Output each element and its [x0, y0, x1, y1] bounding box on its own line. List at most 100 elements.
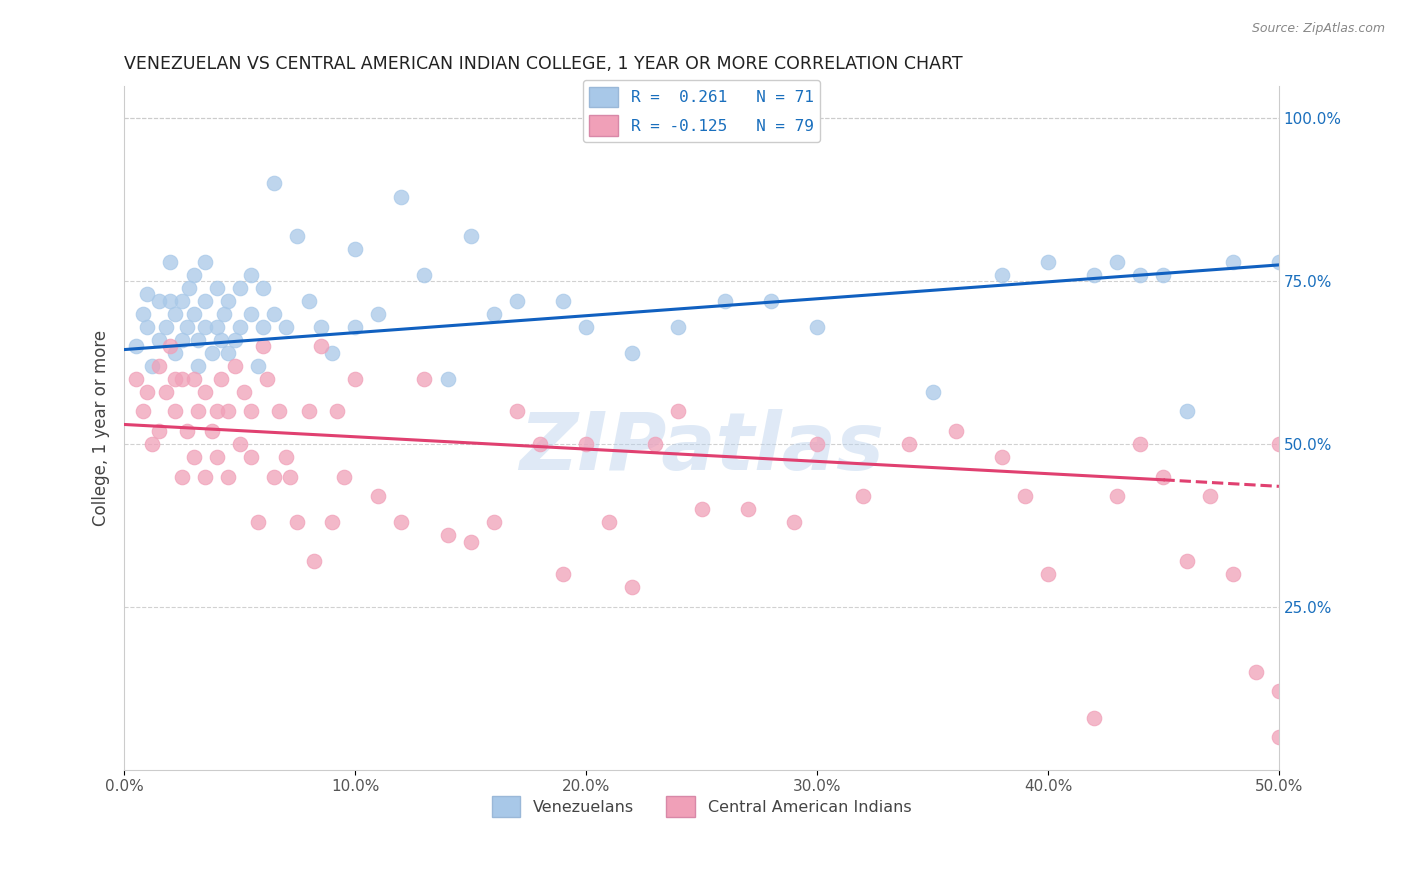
Point [136, 384, 159, 399]
Point [187, 404, 209, 418]
Point [148, 333, 170, 347]
Text: ZIPatlas: ZIPatlas [519, 409, 884, 487]
Point [1083, 710, 1105, 724]
Point [1175, 554, 1198, 568]
Point [668, 319, 690, 334]
Point [205, 404, 228, 418]
Point [482, 515, 505, 529]
Point [183, 268, 205, 282]
Point [205, 319, 228, 334]
Point [194, 384, 217, 399]
Legend: Venezuelans, Central American Indians: Venezuelans, Central American Indians [485, 790, 918, 823]
Point [224, 359, 246, 373]
Point [183, 307, 205, 321]
Point [240, 450, 263, 464]
Point [274, 450, 297, 464]
Point [125, 339, 148, 353]
Point [389, 515, 412, 529]
Point [1268, 684, 1291, 698]
Point [945, 424, 967, 438]
Point [252, 281, 274, 295]
Point [1129, 268, 1152, 282]
Point [217, 404, 239, 418]
Point [991, 450, 1014, 464]
Point [263, 177, 285, 191]
Point [621, 580, 644, 594]
Point [1129, 437, 1152, 451]
Point [309, 319, 332, 334]
Point [389, 189, 412, 203]
Point [163, 372, 186, 386]
Point [367, 307, 389, 321]
Point [298, 404, 321, 418]
Point [783, 515, 806, 529]
Point [194, 469, 217, 483]
Point [852, 489, 875, 503]
Point [263, 469, 285, 483]
Point [176, 424, 198, 438]
Point [690, 502, 713, 516]
Point [806, 319, 828, 334]
Point [460, 228, 482, 243]
Point [287, 515, 309, 529]
Point [1083, 268, 1105, 282]
Point [247, 515, 270, 529]
Point [460, 534, 482, 549]
Point [436, 372, 458, 386]
Point [155, 384, 177, 399]
Point [482, 307, 505, 321]
Point [621, 346, 644, 360]
Point [201, 346, 224, 360]
Point [228, 319, 250, 334]
Point [159, 293, 181, 308]
Point [205, 281, 228, 295]
Point [302, 554, 325, 568]
Point [367, 489, 389, 503]
Point [1244, 665, 1267, 679]
Point [183, 372, 205, 386]
Text: VENEZUELAN VS CENTRAL AMERICAN INDIAN COLLEGE, 1 YEAR OR MORE CORRELATION CHART: VENEZUELAN VS CENTRAL AMERICAN INDIAN CO… [124, 55, 963, 73]
Point [163, 346, 186, 360]
Point [194, 319, 217, 334]
Point [1222, 567, 1244, 582]
Point [644, 437, 666, 451]
Point [332, 469, 354, 483]
Point [1152, 268, 1174, 282]
Point [209, 333, 232, 347]
Point [247, 359, 270, 373]
Point [321, 515, 343, 529]
Point [1268, 730, 1291, 744]
Point [344, 372, 367, 386]
Point [136, 287, 159, 301]
Point [183, 450, 205, 464]
Point [217, 346, 239, 360]
Point [131, 404, 153, 418]
Point [170, 293, 193, 308]
Point [344, 242, 367, 256]
Point [309, 339, 332, 353]
Point [148, 293, 170, 308]
Point [141, 359, 163, 373]
Point [668, 404, 690, 418]
Point [187, 333, 209, 347]
Point [125, 372, 148, 386]
Point [1152, 469, 1174, 483]
Point [713, 293, 735, 308]
Point [1268, 437, 1291, 451]
Point [159, 339, 181, 353]
Point [256, 372, 278, 386]
Point [344, 319, 367, 334]
Point [1014, 489, 1036, 503]
Point [436, 528, 458, 542]
Point [240, 404, 263, 418]
Point [551, 293, 574, 308]
Point [170, 333, 193, 347]
Point [506, 293, 529, 308]
Point [176, 319, 198, 334]
Point [217, 293, 239, 308]
Point [240, 307, 263, 321]
Point [280, 469, 302, 483]
Point [898, 437, 921, 451]
Point [1107, 254, 1129, 268]
Point [551, 567, 574, 582]
